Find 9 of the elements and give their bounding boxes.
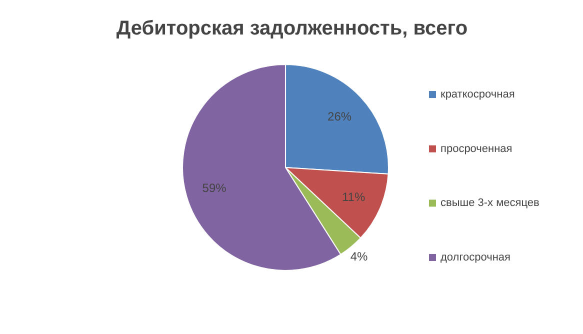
legend-label: просроченная <box>440 142 512 155</box>
chart-title: Дебиторская задолженность, всего <box>116 18 468 40</box>
legend-label: долгосрочная <box>440 252 511 264</box>
legend-label: свыше 3-х месяцев <box>440 197 540 210</box>
legend-label: краткосрочная <box>440 88 515 100</box>
data-label: 4% <box>350 249 368 264</box>
data-label: 11% <box>342 190 366 204</box>
data-label: 26% <box>328 110 352 124</box>
data-label: 59% <box>202 181 227 196</box>
